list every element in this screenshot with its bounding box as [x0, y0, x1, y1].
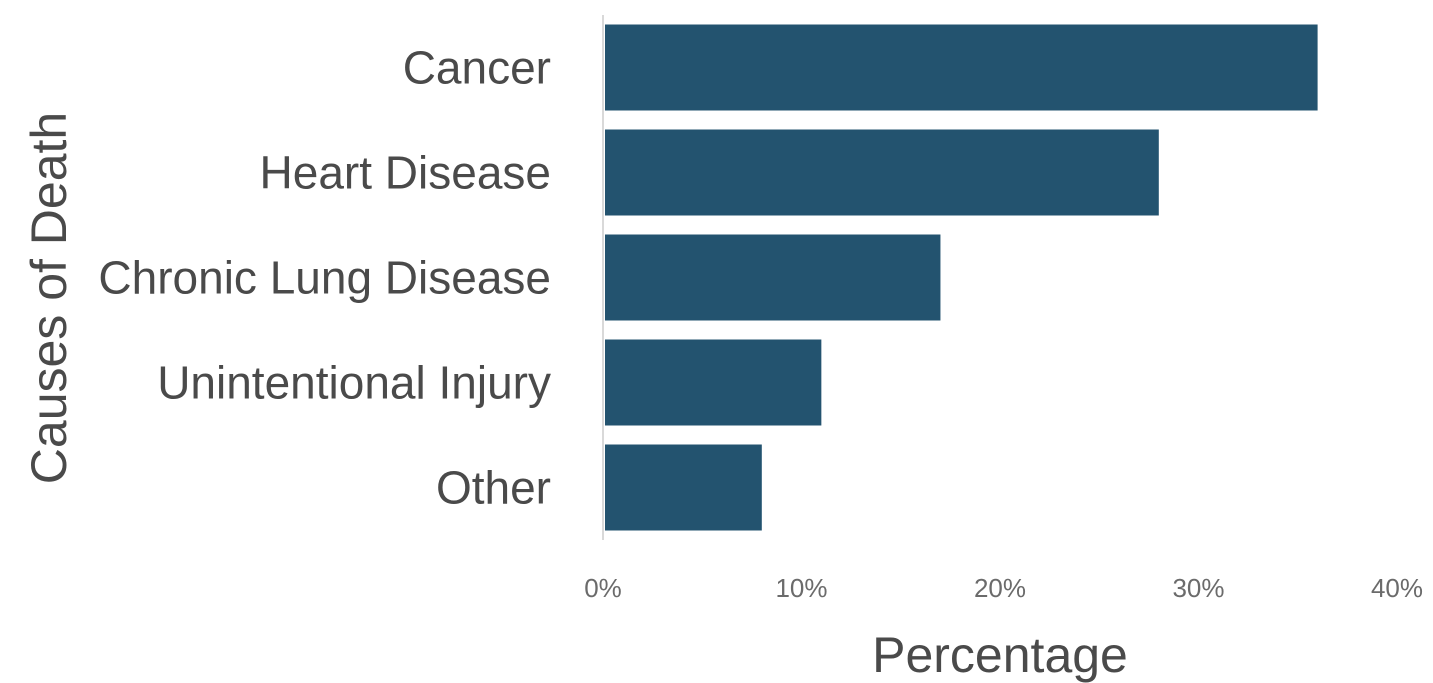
category-label-chronic-lung-disease: Chronic Lung Disease: [98, 252, 551, 304]
category-label-unintentional-injury: Unintentional Injury: [157, 357, 551, 409]
x-tick-label: 30%: [1172, 573, 1224, 603]
bars-group: [605, 24, 1318, 531]
category-label-other: Other: [436, 462, 551, 514]
bar-other: [605, 444, 762, 531]
x-tick-labels: 0% 10% 20% 30% 40%: [584, 573, 1423, 603]
x-axis-title: Percentage: [872, 627, 1128, 683]
x-tick-label: 40%: [1371, 573, 1423, 603]
bar-cancer: [605, 24, 1318, 111]
bar-chronic-lung-disease: [605, 234, 941, 321]
category-label-heart-disease: Heart Disease: [260, 147, 551, 199]
bar-heart-disease: [605, 129, 1159, 216]
x-tick-label: 0%: [584, 573, 622, 603]
x-tick-label: 10%: [775, 573, 827, 603]
x-tick-label: 20%: [974, 573, 1026, 603]
category-labels: Cancer Heart Disease Chronic Lung Disease U…: [98, 42, 551, 514]
category-label-cancer: Cancer: [403, 42, 551, 94]
y-axis-title: Causes of Death: [21, 112, 77, 484]
bar-unintentional-injury: [605, 339, 822, 426]
